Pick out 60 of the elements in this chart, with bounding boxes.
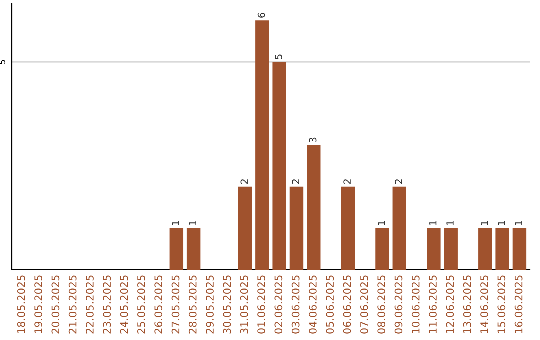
data-label: 2	[395, 180, 402, 184]
x-tick-label: 21.05.2025	[68, 276, 77, 334]
data-label: 1	[430, 221, 437, 226]
x-tick-label: 24.05.2025	[120, 276, 128, 334]
x-tick-label: 23.05.2025	[103, 276, 112, 334]
x-tick-label: 18.05.2025	[17, 276, 26, 334]
bar	[496, 228, 510, 270]
data-label: 1	[446, 221, 454, 226]
bar	[272, 62, 286, 270]
x-tick-label: 09.06.2025	[394, 276, 403, 334]
data-label: 1	[172, 221, 180, 226]
bar	[478, 228, 492, 270]
x-tick-label: 04.06.2025	[309, 276, 317, 334]
x-tick-label: 08.06.2025	[378, 276, 386, 334]
bar	[341, 186, 356, 270]
bar	[427, 228, 441, 270]
data-label: 2	[292, 180, 300, 184]
x-tick-label: 03.06.2025	[292, 276, 300, 334]
x-tick-label: 06.06.2025	[343, 276, 352, 334]
x-tick-label: 28.05.2025	[188, 276, 197, 334]
bar	[444, 228, 458, 270]
data-label: 1	[515, 221, 522, 226]
data-label: 2	[240, 180, 248, 184]
x-tick-label: 11.06.2025	[429, 276, 437, 334]
x-tick-label: 25.05.2025	[138, 276, 146, 334]
bar	[186, 228, 201, 270]
x-tick-label: 16.06.2025	[514, 276, 523, 334]
x-tick-label: 20.05.2025	[52, 276, 60, 334]
bar	[307, 145, 321, 270]
x-tick-label: 13.06.2025	[463, 276, 472, 334]
x-tick-label: 22.05.2025	[86, 276, 94, 334]
bar	[376, 228, 390, 270]
x-tick-label: 05.06.2025	[326, 276, 334, 334]
x-tick-label: 30.05.2025	[223, 276, 232, 334]
data-label: 1	[481, 221, 488, 226]
x-tick-label: 07.06.2025	[360, 276, 368, 334]
bar	[392, 186, 407, 270]
bar	[290, 186, 304, 270]
x-tick-label: 15.06.2025	[498, 276, 506, 334]
data-label: 2	[344, 180, 351, 184]
x-tick-label: 12.06.2025	[446, 276, 454, 334]
x-tick-label: 29.05.2025	[206, 276, 214, 334]
data-label: 1	[378, 221, 386, 226]
bar	[238, 186, 252, 270]
data-label: 5	[275, 54, 282, 60]
x-tick-label: 26.05.2025	[154, 276, 163, 334]
x-tick-label: 19.05.2025	[34, 276, 42, 334]
bar	[170, 228, 184, 270]
data-label: 1	[498, 221, 506, 226]
x-tick-label: 14.06.2025	[480, 276, 488, 334]
data-label: 6	[258, 12, 266, 18]
data-label: 3	[309, 138, 317, 142]
bar	[512, 228, 527, 270]
x-tick-label: 02.06.2025	[274, 276, 283, 334]
x-tick-label: 31.05.2025	[240, 276, 248, 334]
x-tick-label: 01.06.2025	[258, 276, 266, 334]
x-tick-label: 10.06.2025	[412, 276, 420, 334]
x-tick-label: 27.05.2025	[172, 276, 180, 334]
bar	[256, 20, 270, 270]
data-label: 1	[189, 221, 196, 226]
